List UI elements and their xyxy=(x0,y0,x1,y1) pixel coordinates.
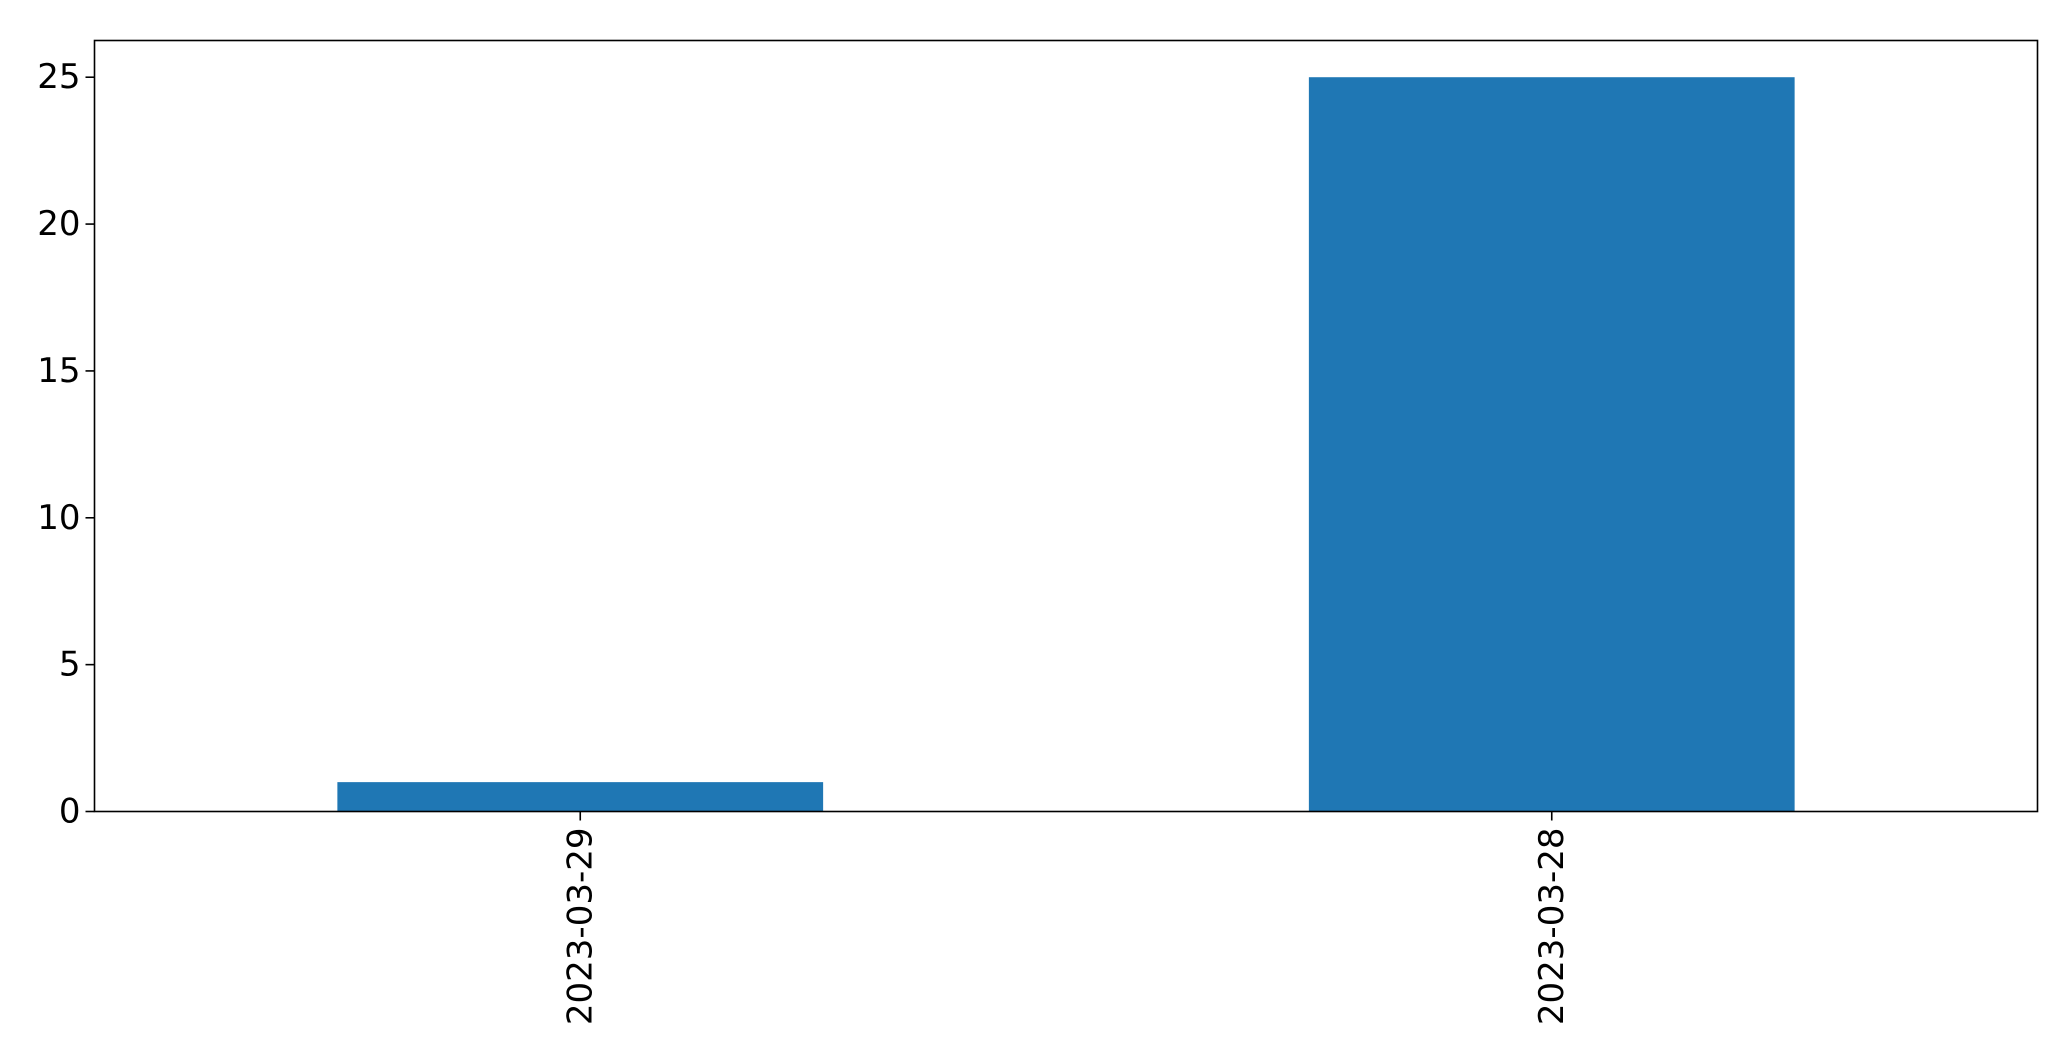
x-tick-label: 2023-03-28 xyxy=(1532,828,1572,1026)
y-tick-label: 15 xyxy=(37,351,80,391)
y-tick-label: 5 xyxy=(59,645,81,685)
y-tick-label: 20 xyxy=(37,204,80,244)
y-tick-label: 25 xyxy=(37,57,80,97)
x-tick-label: 2023-03-29 xyxy=(560,828,600,1026)
y-tick-label: 10 xyxy=(37,498,80,538)
x-axis: 2023-03-29 2023-03-28 xyxy=(560,811,1572,1026)
plot-area-frame xyxy=(93,39,2039,813)
bars-layer xyxy=(337,77,1795,812)
y-axis: 0 5 10 15 20 25 xyxy=(37,57,95,832)
bar-2023-03-28 xyxy=(1308,77,1795,812)
y-tick-label: 0 xyxy=(59,792,81,832)
bar-2023-03-29 xyxy=(337,782,824,812)
